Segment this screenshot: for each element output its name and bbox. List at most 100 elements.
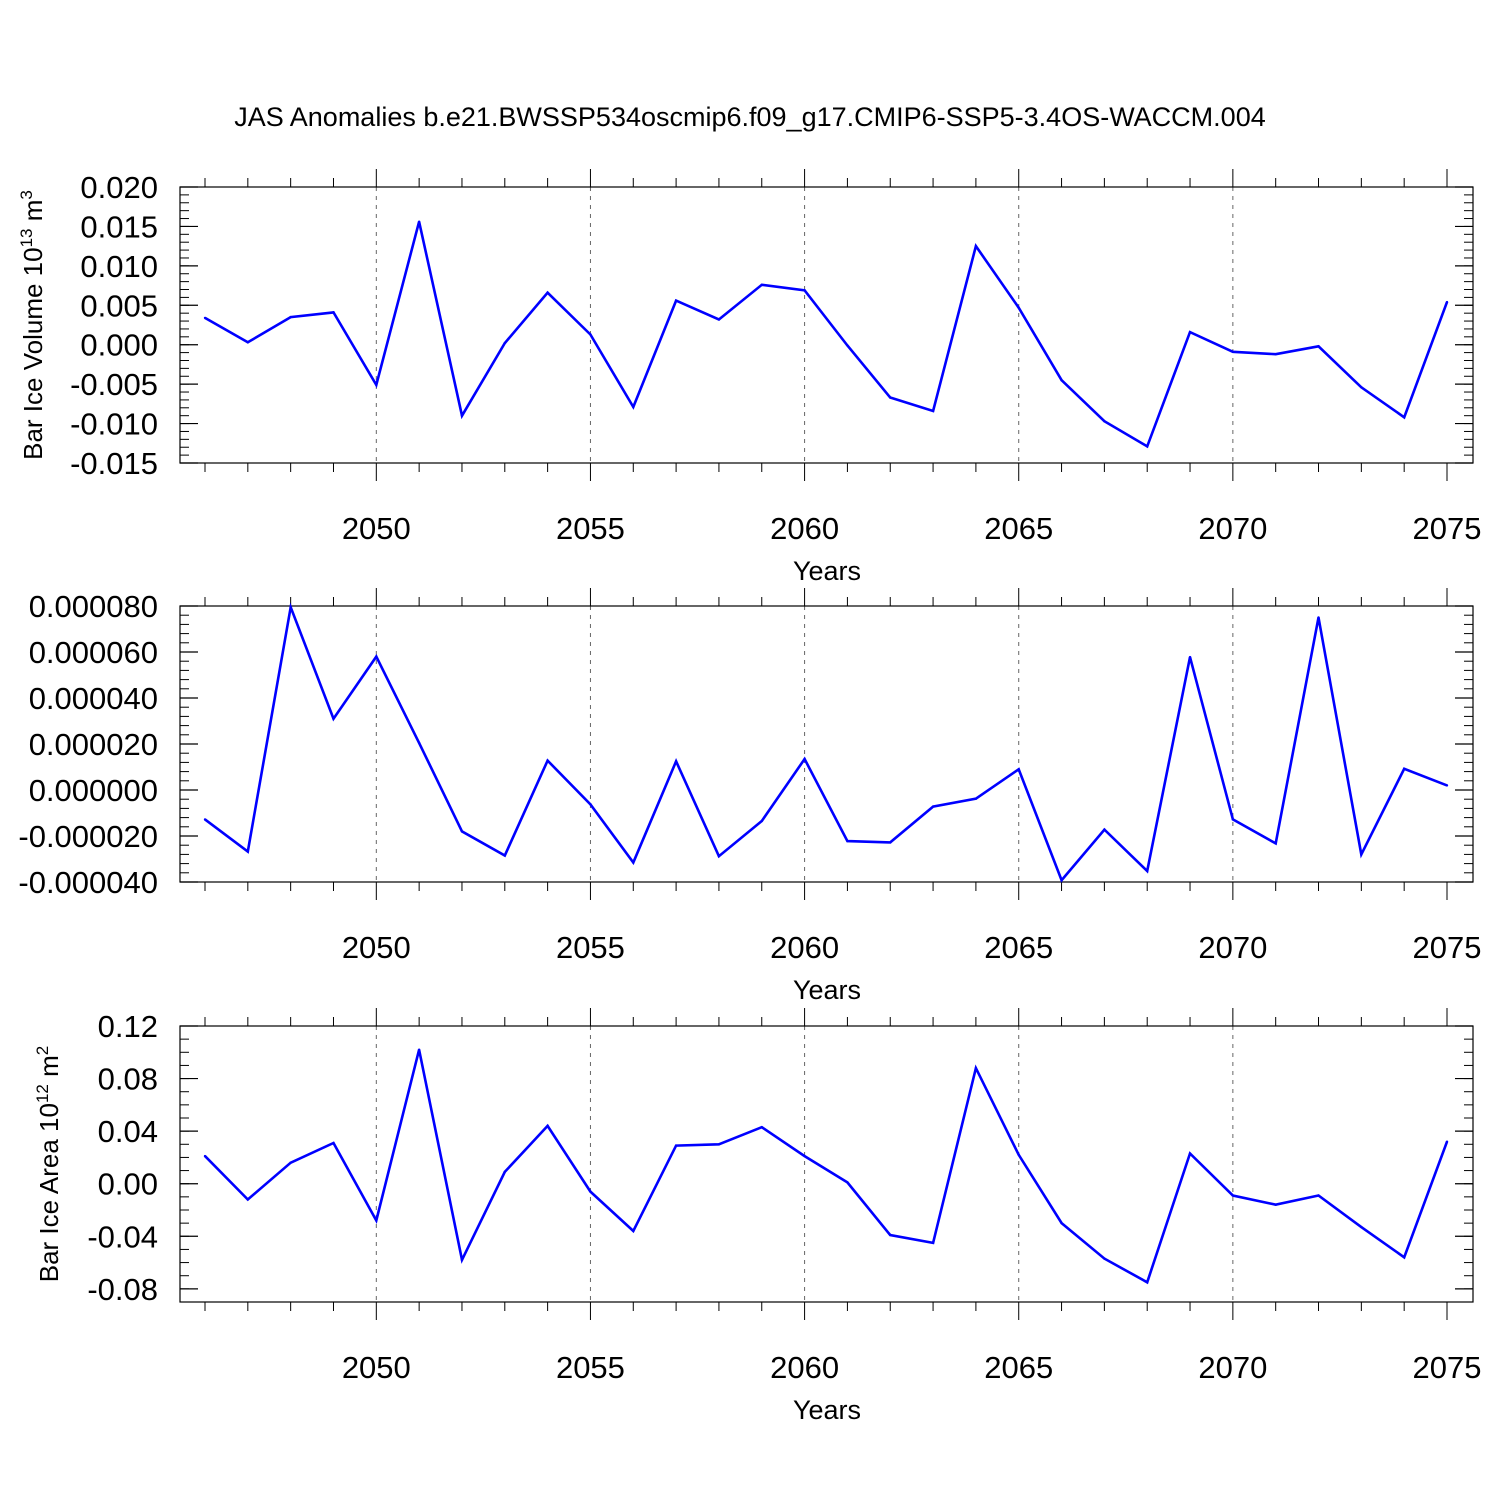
data-point (1445, 1140, 1449, 1143)
data-point (974, 797, 978, 800)
data-point (246, 341, 250, 344)
data-point (1231, 818, 1235, 821)
data-point (846, 839, 849, 843)
data-point (1360, 853, 1363, 856)
data-point (589, 333, 592, 336)
data-point (246, 850, 250, 853)
data-point (674, 760, 678, 763)
data-point (1317, 345, 1320, 348)
data-point (974, 1066, 978, 1070)
x-tick-label: 2070 (1198, 930, 1267, 965)
data-point (1017, 1153, 1020, 1157)
data-point (1146, 445, 1149, 448)
data-point (931, 409, 935, 413)
data-point (332, 717, 335, 720)
data-point (760, 1126, 763, 1129)
y-tick-label: 0.04 (98, 1114, 158, 1149)
data-point (1146, 1281, 1149, 1284)
data-point (375, 383, 378, 387)
data-point (332, 311, 335, 314)
panel-3: -0.08 -0.04 0.00 0.04 0.08 0.12 2050 2055 2060 20… (33, 1008, 1481, 1425)
data-point (589, 803, 592, 806)
data-point (417, 1048, 421, 1051)
data-point (931, 1241, 935, 1245)
data-point (1060, 878, 1063, 882)
data-point (846, 344, 849, 347)
x-tick-label: 2065 (984, 1350, 1053, 1385)
series-line (204, 221, 1449, 449)
y-tick-label: 0.00 (98, 1167, 158, 1202)
data-point (460, 830, 464, 833)
data-point (803, 757, 806, 761)
x-tick-label: 2065 (984, 511, 1053, 546)
data-point (417, 220, 421, 223)
data-point (1274, 842, 1277, 845)
data-point (589, 1190, 592, 1193)
x-tick-label: 2070 (1198, 1350, 1267, 1385)
y-tick-label: 0.000060 (29, 635, 158, 670)
data-point (674, 1144, 678, 1147)
data-point (1317, 616, 1320, 619)
data-point (332, 1141, 335, 1145)
x-tick-label: 2075 (1413, 1350, 1482, 1385)
y-tick-label: -0.015 (70, 446, 158, 481)
data-point (289, 1161, 292, 1164)
data-point (1188, 1152, 1192, 1155)
data-point (632, 1229, 635, 1233)
y-axis-label: Bar Ice Area 1012 m2 (33, 1046, 64, 1283)
y-tick-label: 0.08 (98, 1062, 158, 1097)
plot-frame (179, 186, 1474, 464)
data-point (1103, 828, 1106, 831)
data-point (1231, 350, 1235, 354)
x-tick-label: 2050 (342, 930, 411, 965)
data-point (460, 414, 464, 417)
data-point (1274, 352, 1277, 356)
data-point (546, 1124, 549, 1128)
data-point (1188, 330, 1192, 334)
x-tick-label: 2055 (556, 511, 625, 546)
y-tick-label: -0.08 (87, 1272, 158, 1307)
data-point (289, 605, 292, 609)
data-point (460, 1258, 464, 1262)
x-tick-label: 2065 (984, 930, 1053, 965)
data-point (375, 1219, 378, 1222)
panel-2: -0.000040 -0.000020 0.000000 0.000020 0.0000… (18, 588, 1481, 1005)
figure-title: JAS Anomalies b.e21.BWSSP534oscmip6.f09_… (234, 102, 1265, 132)
y-tick-label: -0.000040 (18, 865, 158, 900)
data-point (203, 818, 207, 821)
data-point (632, 405, 635, 409)
data-point (803, 1154, 806, 1158)
y-tick-label: 0.12 (98, 1009, 158, 1044)
plot-frame (179, 1025, 1474, 1303)
y-axis-label-unit: m (34, 1055, 64, 1084)
data-point (1231, 1194, 1235, 1197)
data-point (1445, 300, 1449, 304)
data-point (717, 318, 721, 321)
series-line (204, 602, 1448, 883)
data-point (1274, 1203, 1277, 1206)
y-axis-label-main: Bar Ice Area 10 (34, 1103, 64, 1282)
data-point (1060, 1221, 1063, 1225)
x-tick-label: 2055 (556, 930, 625, 965)
x-tick-label: 2075 (1413, 511, 1482, 546)
data-point (1402, 767, 1406, 771)
data-point (1402, 1256, 1406, 1259)
y-axis-label-unit-exponent: 3 (17, 190, 36, 199)
data-point (760, 283, 763, 286)
data-point (1402, 416, 1406, 419)
series-line (204, 1049, 1449, 1285)
x-axis-label: Years (793, 1395, 861, 1425)
data-point (503, 341, 506, 345)
data-point (889, 396, 892, 399)
y-tick-label: -0.005 (70, 367, 158, 402)
data-point (1060, 379, 1063, 382)
data-point (1017, 306, 1020, 309)
data-point (1360, 386, 1363, 389)
y-tick-label: 0.015 (80, 209, 158, 244)
data-point (717, 1143, 721, 1146)
x-tick-label: 2050 (342, 511, 411, 546)
x-tick-label: 2070 (1198, 511, 1267, 546)
y-tick-label: 0.000 (80, 328, 158, 363)
